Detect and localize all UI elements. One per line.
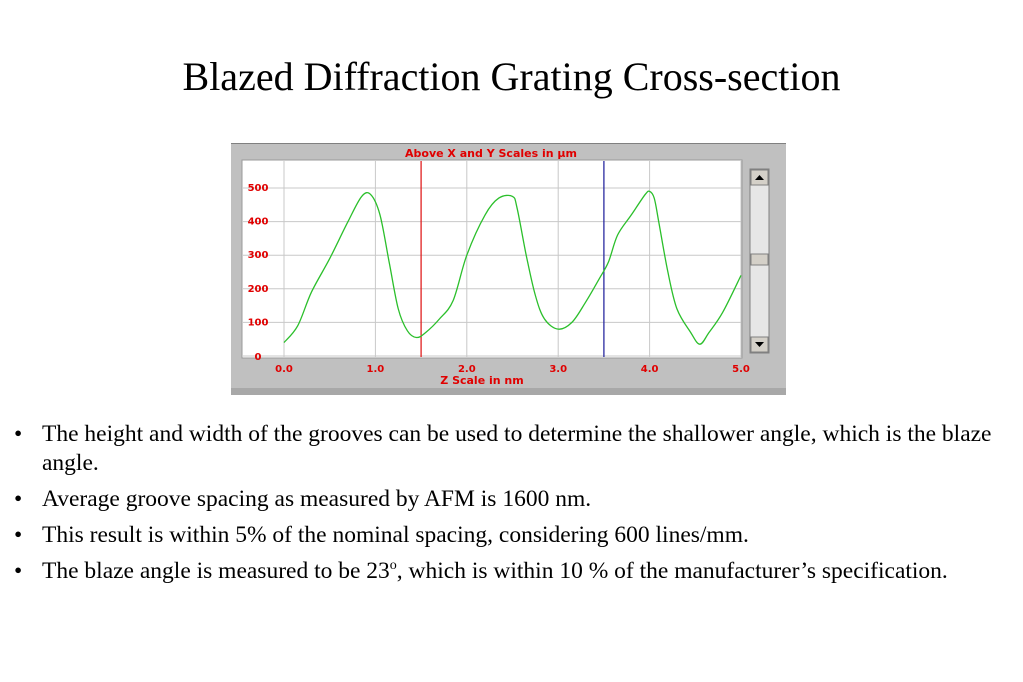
y-tick-label: 0 — [255, 352, 262, 363]
scroll-down-arrow-icon — [755, 342, 764, 347]
vertical-scrollbar[interactable] — [749, 168, 770, 354]
profile-series-line — [283, 190, 742, 345]
x-tick-label: 1.0 — [367, 364, 385, 375]
bullet-item: This result is within 5% of the nominal … — [14, 521, 1009, 550]
x-tick-label: 2.0 — [458, 364, 476, 375]
y-tick-label: 100 — [248, 317, 269, 328]
x-tick-label: 3.0 — [549, 364, 567, 375]
bullet-item: The height and width of the grooves can … — [14, 420, 1009, 478]
y-tick-label: 500 — [248, 183, 269, 194]
panel-top-edge — [231, 143, 786, 144]
x-tick-label: 5.0 — [732, 364, 750, 375]
degree-superscript: o — [389, 558, 397, 574]
afm-profile-chart: 0.0 1.0 2.0 3.0 4.0 5.0 0 100 200 300 400 500 Above… — [231, 143, 786, 395]
y-tick-label: 400 — [248, 217, 269, 228]
slide-title: Blazed Diffraction Grating Cross-section — [182, 54, 841, 99]
scrollbar-thumb[interactable] — [750, 253, 769, 266]
x-tick-label: 4.0 — [641, 364, 659, 375]
bullet-item: The blaze angle is measured to be 23o, w… — [14, 557, 1009, 586]
chart-svg: 0.0 1.0 2.0 3.0 4.0 5.0 0 100 200 300 400 500 Above… — [231, 143, 786, 395]
bullet-list: The height and width of the grooves can … — [14, 420, 1009, 593]
bullet-text-end: , which is within 10 % of the manufactur… — [396, 558, 948, 584]
scroll-up-arrow-icon — [755, 175, 764, 180]
y-tick-label: 200 — [248, 284, 269, 295]
bullet-text-start: The blaze angle is measured to be 23 — [42, 558, 390, 584]
chart-title: Above X and Y Scales in µm — [405, 147, 577, 160]
y-tick-label: 300 — [248, 250, 269, 261]
bullet-item: Average groove spacing as measured by AF… — [14, 485, 1009, 514]
panel-bottom-strip — [231, 388, 786, 395]
x-axis-label: Z Scale in nm — [440, 374, 523, 387]
plot-area — [241, 159, 743, 359]
x-tick-label: 0.0 — [275, 364, 293, 375]
